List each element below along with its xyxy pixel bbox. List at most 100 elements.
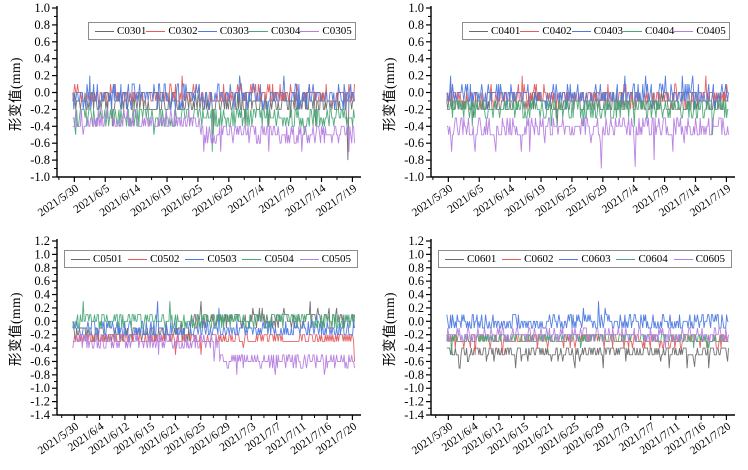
- legend-box-c0400: C0401 C0402 C0403 C0404 C0405: [462, 22, 730, 40]
- y-tick-label: -0.4: [30, 119, 51, 133]
- y-tick-label: -1.0: [30, 170, 50, 184]
- series-line-C0504: [72, 301, 355, 329]
- legend-entry: C0602: [502, 251, 554, 267]
- series-line-C0404: [446, 100, 729, 135]
- y-axis-title: 形变值(mm): [8, 292, 23, 366]
- y-tick-label: -1.2: [30, 395, 50, 409]
- y-tick-label: 1.0: [34, 1, 50, 15]
- y-tick-label: -0.2: [404, 328, 424, 342]
- legend-box-c0300: C0301 C0302 C0303 C0304 C0305: [88, 22, 356, 40]
- legend-entry: C0304: [249, 23, 300, 39]
- y-axis-title: 形变值(mm): [382, 57, 397, 131]
- legend-label: C0302: [168, 25, 198, 37]
- y-tick-label: -0.2: [30, 102, 50, 116]
- legend-box-c0500: C0501 C0502 C0503 C0504 C0505: [64, 250, 358, 268]
- y-tick-label: 1.2: [408, 235, 424, 248]
- legend-entry: C0601: [445, 251, 496, 267]
- legend-label: C0602: [524, 253, 554, 265]
- legend-entry: C0505: [299, 251, 351, 267]
- legend-entry: C0301: [95, 23, 146, 39]
- y-tick-label: -0.6: [404, 136, 424, 150]
- legend-line-sample: [571, 30, 591, 32]
- legend-box-c0600: C0601 C0602 C0603 C0604 C0605: [438, 250, 732, 268]
- y-tick-label: -0.6: [404, 354, 424, 368]
- legend-label: C0505: [321, 253, 351, 265]
- series-line-C0505: [72, 334, 355, 375]
- y-tick-label: -1.4: [30, 408, 51, 422]
- y-tick-label: 0.2: [408, 69, 424, 83]
- series-line-C0305: [72, 108, 355, 152]
- y-tick-label: -0.2: [404, 102, 424, 116]
- legend-label: C0503: [207, 253, 237, 265]
- series-line-C0405: [446, 117, 729, 169]
- legend-line-sample: [559, 258, 579, 260]
- y-tick-label: 0.0: [34, 86, 50, 100]
- series-line-C0603: [446, 301, 729, 329]
- y-tick-label: 0.8: [408, 18, 424, 32]
- x-axis-ticks: 2021/5/302021/6/42021/6/122021/6/152021/…: [36, 415, 359, 457]
- legend-line-sample: [300, 30, 320, 32]
- legend-line-sample: [674, 30, 694, 32]
- y-tick-label: 0.6: [34, 35, 50, 49]
- y-tick-label: 0.6: [408, 274, 424, 288]
- legend-line-sample: [95, 30, 114, 32]
- legend-label: C0601: [467, 253, 497, 265]
- x-axis-ticks: 2021/5/302021/6/52021/6/142021/6/192021/…: [36, 177, 359, 219]
- legend-label: C0402: [542, 25, 572, 37]
- x-axis-ticks: 2021/5/302021/6/42021/6/122021/6/152021/…: [410, 415, 733, 457]
- legend-label: C0304: [271, 25, 301, 37]
- y-tick-label: 0.4: [34, 288, 50, 302]
- y-tick-label: 0.2: [34, 301, 50, 315]
- legend-entry: C0405: [674, 23, 726, 39]
- legend-entry: C0403: [571, 23, 624, 39]
- legend-line-sample: [520, 30, 540, 32]
- y-tick-label: 0.0: [34, 314, 50, 328]
- y-axis-title: 形变值(mm): [8, 57, 23, 131]
- y-tick-label: 0.8: [408, 261, 424, 275]
- y-tick-label: 1.2: [34, 235, 50, 248]
- y-tick-label: -1.2: [404, 395, 424, 409]
- legend-label: C0305: [322, 25, 352, 37]
- series-line-C0304: [72, 108, 355, 152]
- legend-line-sample: [673, 258, 693, 260]
- legend-line-sample: [242, 258, 262, 260]
- legend-line-sample: [299, 258, 319, 260]
- y-tick-label: 1.0: [408, 1, 424, 15]
- y-tick-label: 0.2: [34, 69, 50, 83]
- y-tick-label: -0.6: [30, 354, 50, 368]
- axes: [56, 6, 361, 178]
- y-axis-ticks: 1.0 0.8 0.6 0.4 0.2 0.0 -0.2 -0.4 -0.6 -0.8 -1.0: [30, 1, 57, 184]
- legend-entry: C0404: [623, 23, 674, 39]
- chart-panel-c0400: 1.0 0.8 0.6 0.4 0.2 0.0 -0.2 -0.4 -0.6 -0.8 -1.0 20…: [374, 0, 748, 235]
- legend-line-sample: [445, 258, 464, 260]
- y-tick-label: 0.2: [408, 301, 424, 315]
- legend-label: C0301: [117, 25, 147, 37]
- series-line-C0503: [72, 301, 355, 336]
- series-line-C0303: [72, 75, 355, 110]
- axes: [430, 6, 735, 178]
- chart-canvas-c0400: 1.0 0.8 0.6 0.4 0.2 0.0 -0.2 -0.4 -0.6 -0.8 -1.020…: [404, 1, 735, 219]
- legend-entry: C0402: [520, 23, 572, 39]
- legend-label: C0403: [593, 25, 624, 37]
- y-tick-label: -0.4: [30, 341, 51, 355]
- y-axis-ticks: 1.21.00.80.60.40.20.0-0.2-0.4-0.6-0.8-1.…: [30, 235, 57, 422]
- legend-line-sample: [502, 258, 522, 260]
- series-line-C0605: [446, 327, 729, 349]
- legend-entry: C0303: [197, 23, 250, 39]
- legend-label: C0604: [638, 253, 668, 265]
- y-tick-label: -0.8: [30, 153, 50, 167]
- x-tick-label: 2021/5/30: [36, 182, 81, 219]
- legend-label: C0603: [581, 253, 611, 265]
- y-axis-title: 形变值(mm): [382, 292, 397, 366]
- y-tick-label: 0.4: [408, 288, 424, 302]
- legend-label: C0303: [219, 25, 250, 37]
- y-tick-label: -1.0: [404, 170, 424, 184]
- legend-line-sample: [469, 30, 488, 32]
- legend-label: C0401: [491, 25, 521, 37]
- y-tick-label: 1.0: [34, 247, 50, 261]
- y-tick-label: 0.0: [408, 314, 424, 328]
- y-tick-label: -0.8: [30, 368, 50, 382]
- legend-label: C0502: [150, 253, 180, 265]
- y-tick-label: 0.6: [34, 274, 50, 288]
